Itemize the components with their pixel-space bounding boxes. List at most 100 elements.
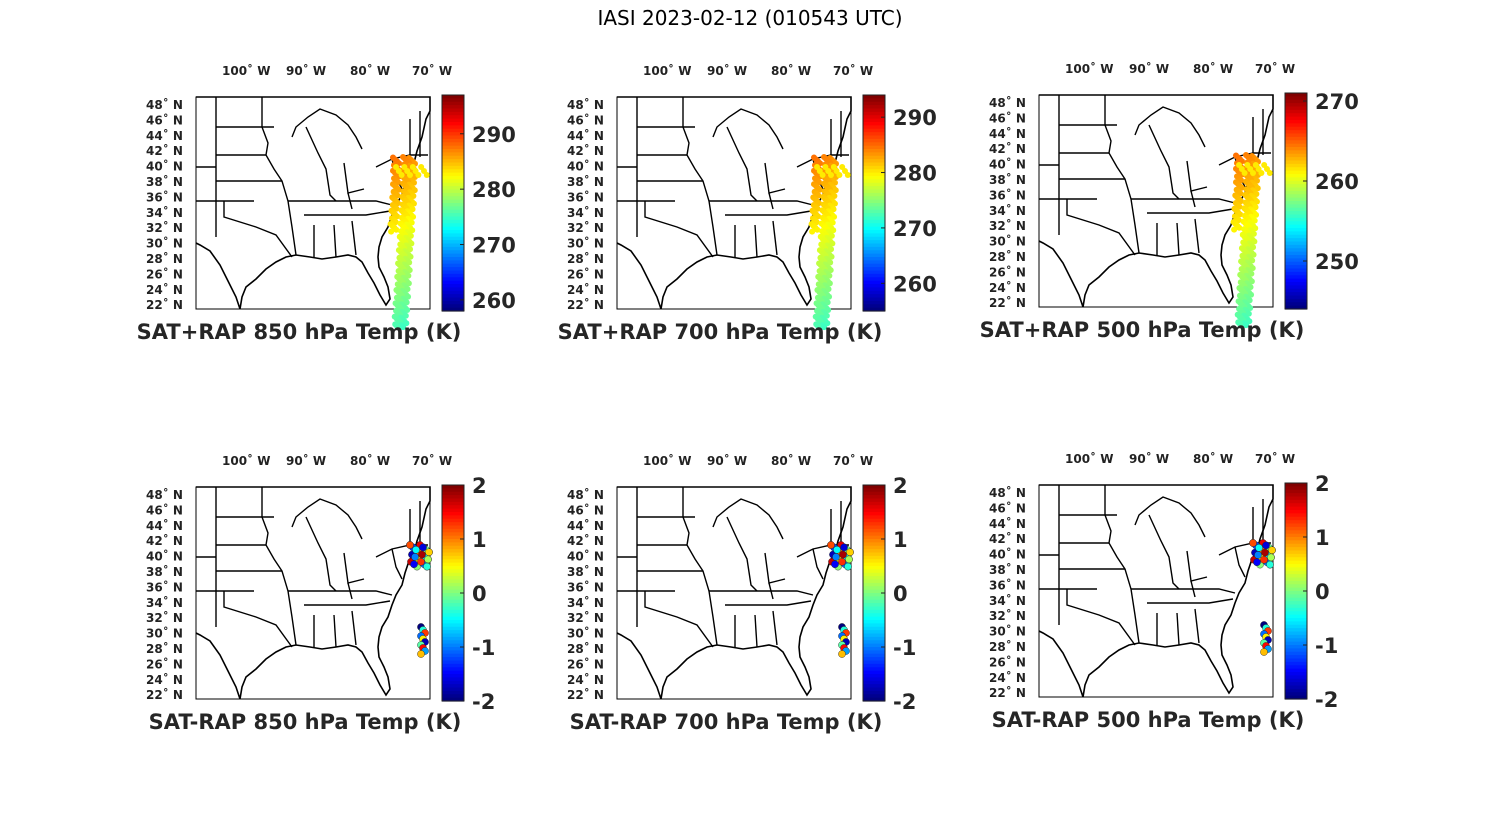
colorbar-swatch (1285, 587, 1307, 592)
state-boundary (391, 548, 403, 580)
colorbar-swatch (442, 270, 464, 275)
colorbar-swatch (863, 535, 885, 540)
colorbar-swatch (863, 196, 885, 201)
colorbar-swatch (863, 650, 885, 655)
colorbar-swatch (863, 603, 885, 608)
colorbar-swatch (1285, 597, 1307, 602)
state-boundary (347, 582, 353, 600)
latitude-label: 28˚ N (989, 249, 1026, 264)
state-boundary (305, 516, 337, 592)
colorbar-swatch (863, 491, 885, 496)
colorbar-swatch (863, 690, 885, 695)
latitude-label: 28˚ N (567, 641, 604, 656)
latitude-label: 44˚ N (567, 128, 604, 143)
colorbar-swatch (863, 307, 885, 312)
observation-point (838, 650, 846, 658)
latitude-label: 24˚ N (567, 672, 604, 687)
colorbar: 2 1 0 -1 -2 (1284, 472, 1338, 712)
colorbar-swatch (1285, 543, 1307, 548)
colorbar-tick-label: 280 (893, 162, 937, 186)
colorbar-swatch (1285, 204, 1307, 209)
colorbar-swatch (442, 98, 464, 103)
colorbar-tick-label: -1 (472, 636, 495, 660)
colorbar-swatch (863, 593, 885, 597)
colorbar-swatch (442, 189, 464, 194)
observation-point (400, 324, 407, 331)
colorbar-swatch (1285, 224, 1307, 229)
latitude-label: 24˚ N (146, 672, 183, 687)
colorbar-swatch (1285, 493, 1307, 498)
latitude-label: 22˚ N (146, 297, 183, 312)
colorbar-swatch (863, 125, 885, 130)
colorbar-swatch (442, 216, 464, 221)
observation-point (419, 543, 427, 552)
latitude-label: 38˚ N (146, 174, 183, 189)
colorbar-swatch (1285, 560, 1307, 565)
colorbar-swatch (863, 586, 885, 591)
colorbar-swatch (442, 542, 464, 547)
latitude-label: 40˚ N (567, 549, 604, 564)
map-frame (1038, 484, 1274, 698)
colorbar-swatch (442, 603, 464, 608)
colorbar-swatch (863, 515, 885, 520)
colorbar-swatch (1285, 238, 1307, 243)
colorbar-swatch (1285, 140, 1307, 145)
colorbar-tick-label: 280 (472, 178, 516, 202)
state-boundary (682, 97, 718, 256)
colorbar-frame (1284, 92, 1308, 310)
colorbar-tick-label: 0 (472, 582, 487, 606)
observation-point (1267, 553, 1275, 562)
longitude-label: 80˚ W (350, 63, 390, 78)
colorbar-swatch (863, 532, 885, 537)
panel-caption: SAT-RAP 700 hPa Temp (K) (570, 710, 883, 734)
latitude-label: 22˚ N (989, 685, 1026, 700)
latitude-label: 42˚ N (989, 141, 1026, 156)
colorbar-swatch (1285, 526, 1307, 531)
colorbar-swatch (1285, 244, 1307, 249)
observation-point (393, 226, 400, 233)
colorbar-swatch (863, 613, 885, 618)
colorbar-swatch (1285, 99, 1307, 104)
colorbar-swatch (1285, 268, 1307, 273)
colorbar-swatch (1285, 540, 1307, 545)
observation-point (425, 548, 433, 556)
colorbar-swatch (863, 576, 885, 581)
colorbar-swatch (442, 273, 464, 278)
colorbar-swatch (1285, 685, 1307, 690)
colorbar-swatch (1285, 217, 1307, 222)
latitude-label: 28˚ N (146, 641, 183, 656)
colorbar-swatch (1285, 133, 1307, 138)
colorbar-swatch (1285, 533, 1307, 538)
colorbar-swatch (1285, 506, 1307, 511)
colorbar-swatch (442, 488, 464, 493)
colorbar-swatch (1285, 489, 1307, 494)
colorbar-swatch (1285, 628, 1307, 633)
colorbar-swatch (442, 226, 464, 231)
colorbar-swatch (442, 613, 464, 618)
latitude-label: 34˚ N (146, 205, 183, 220)
latitude-label: 44˚ N (146, 518, 183, 533)
colorbar-swatch (863, 233, 885, 238)
observation-point (833, 546, 841, 554)
colorbar-swatch (1285, 607, 1307, 612)
latitude-label: 22˚ N (567, 687, 604, 702)
colorbar-swatch (1285, 621, 1307, 626)
colorbar-swatch (442, 680, 464, 685)
colorbar-swatch (442, 108, 464, 113)
observation-point (819, 172, 826, 178)
latitude-label: 34˚ N (146, 595, 183, 610)
colorbar-swatch (442, 593, 464, 597)
observation-point (1266, 560, 1274, 569)
colorbar-swatch (863, 253, 885, 258)
latitude-label: 46˚ N (989, 500, 1026, 515)
colorbar-swatch (863, 169, 885, 174)
colorbar-swatch (863, 111, 885, 116)
colorbar-tick-label: 2 (472, 474, 487, 498)
colorbar-tick-label: 260 (472, 289, 516, 313)
colorbar-swatch (1285, 177, 1307, 182)
colorbar-tick-label: 270 (472, 234, 516, 258)
colorbar-swatch (1285, 275, 1307, 280)
colorbar-swatch (442, 253, 464, 258)
colorbar: 2 1 0 -1 -2 (441, 474, 495, 714)
state-boundary (333, 224, 337, 258)
